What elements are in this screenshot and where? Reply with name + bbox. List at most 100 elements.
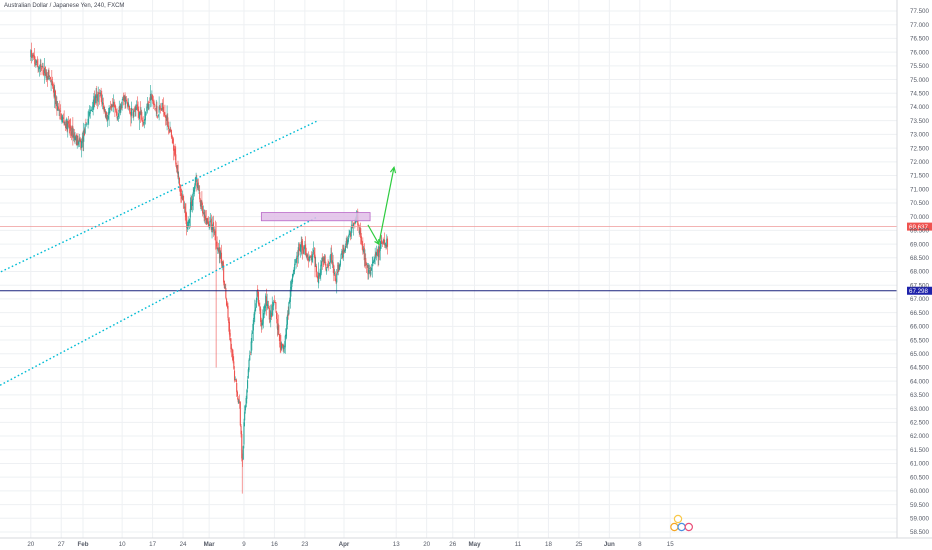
candle-body bbox=[275, 302, 277, 310]
candle-body bbox=[71, 127, 73, 135]
candle-body bbox=[233, 361, 235, 369]
candle-body bbox=[360, 236, 362, 242]
candle-body bbox=[250, 341, 252, 354]
candle-body bbox=[92, 105, 94, 111]
projection-arrowhead bbox=[389, 165, 397, 174]
candle-body bbox=[59, 110, 62, 112]
candle-body bbox=[268, 307, 270, 320]
candle-body bbox=[221, 262, 223, 266]
candle-body bbox=[328, 263, 331, 265]
candle-body bbox=[45, 72, 47, 78]
candle-body bbox=[354, 223, 356, 225]
candle-body bbox=[323, 258, 325, 266]
candle-body bbox=[79, 137, 81, 142]
time-tick-label: 9 bbox=[242, 541, 246, 548]
candle-body bbox=[281, 343, 283, 349]
candle-body bbox=[198, 190, 200, 192]
candle-body bbox=[77, 135, 79, 146]
candle-body bbox=[67, 121, 70, 124]
candle-body bbox=[160, 108, 162, 110]
candle-body bbox=[154, 104, 156, 108]
candle-body bbox=[218, 247, 220, 252]
candle-body bbox=[249, 353, 252, 355]
candle-body bbox=[273, 302, 275, 306]
candle-body bbox=[342, 250, 344, 258]
candle-body bbox=[171, 135, 173, 139]
price-tick-label: 75.500 bbox=[910, 63, 929, 70]
candle-body bbox=[216, 241, 218, 249]
candle-body bbox=[239, 401, 241, 403]
candle-body bbox=[34, 59, 36, 64]
candle-body bbox=[290, 286, 292, 289]
candle-body bbox=[153, 101, 155, 105]
time-tick-label: 20 bbox=[423, 541, 430, 548]
candle-body bbox=[145, 111, 147, 115]
candle-body bbox=[353, 222, 355, 224]
price-tick-label: 67.500 bbox=[910, 282, 929, 289]
candle-body bbox=[37, 67, 39, 69]
candle-body bbox=[192, 192, 194, 201]
candle-body bbox=[341, 251, 343, 254]
candle-body bbox=[384, 243, 386, 246]
price-axis[interactable]: 77.500 77.000 76.500 76.000 75.500 75.000 74.5… bbox=[896, 0, 929, 538]
candle-body bbox=[157, 115, 159, 117]
price-tick-label: 71.000 bbox=[910, 186, 929, 193]
candle-body bbox=[124, 94, 126, 105]
candle-body bbox=[140, 111, 142, 115]
candle-body bbox=[144, 113, 146, 121]
candle-body bbox=[322, 257, 324, 262]
candle-body bbox=[161, 102, 163, 110]
event-icon bbox=[677, 522, 686, 532]
candle-body bbox=[128, 105, 130, 110]
time-axis[interactable]: 20 27 Feb 10 17 24 Mar 9 16 23 Apr 13 20 26 May 11 18 25 J… bbox=[0, 537, 932, 548]
candle-body bbox=[175, 164, 178, 169]
candle-body bbox=[116, 111, 118, 119]
time-tick-label: 26 bbox=[449, 541, 456, 548]
candle-body bbox=[58, 109, 60, 111]
time-tick-label: Mar bbox=[204, 541, 216, 548]
candle-body bbox=[373, 261, 375, 263]
candle-body bbox=[204, 214, 206, 217]
candle-body bbox=[107, 120, 109, 121]
event-icon bbox=[684, 522, 694, 532]
candle-body bbox=[97, 94, 99, 103]
candle-body bbox=[135, 106, 137, 111]
candle-body bbox=[276, 318, 278, 329]
candle-body bbox=[196, 178, 198, 187]
candle-body bbox=[137, 109, 139, 112]
candle-body bbox=[115, 106, 117, 111]
candle-body bbox=[190, 202, 192, 211]
candle-body bbox=[44, 68, 46, 74]
candle-body bbox=[320, 264, 322, 274]
candle-body bbox=[215, 230, 217, 241]
time-tick-label: 8 bbox=[638, 541, 642, 548]
candle-body bbox=[360, 228, 362, 238]
candle-body bbox=[64, 122, 66, 124]
candle-body bbox=[226, 298, 228, 306]
candle-body bbox=[186, 215, 188, 228]
candle-body bbox=[126, 101, 128, 103]
candle-body bbox=[93, 96, 95, 108]
candle-body bbox=[352, 225, 354, 226]
candle-body bbox=[244, 406, 246, 411]
price-tick-label: 72.000 bbox=[910, 159, 929, 166]
candle-body bbox=[49, 77, 51, 79]
price-tick-label: 68.500 bbox=[910, 255, 929, 262]
candle-body bbox=[139, 111, 141, 113]
candle-body bbox=[262, 318, 264, 324]
candle-body bbox=[304, 245, 306, 248]
candle-body bbox=[228, 321, 230, 335]
candle-body bbox=[115, 110, 117, 114]
candle-body bbox=[367, 264, 369, 275]
candle-body bbox=[379, 247, 381, 251]
candle-body bbox=[105, 114, 107, 119]
candle-body bbox=[333, 265, 335, 276]
candle-body bbox=[123, 95, 125, 101]
candle-body bbox=[110, 107, 112, 109]
candle-body bbox=[318, 272, 320, 284]
candle-body bbox=[320, 261, 323, 267]
candle-body bbox=[339, 264, 341, 270]
candle-body bbox=[224, 287, 226, 288]
candle-body bbox=[254, 309, 256, 315]
